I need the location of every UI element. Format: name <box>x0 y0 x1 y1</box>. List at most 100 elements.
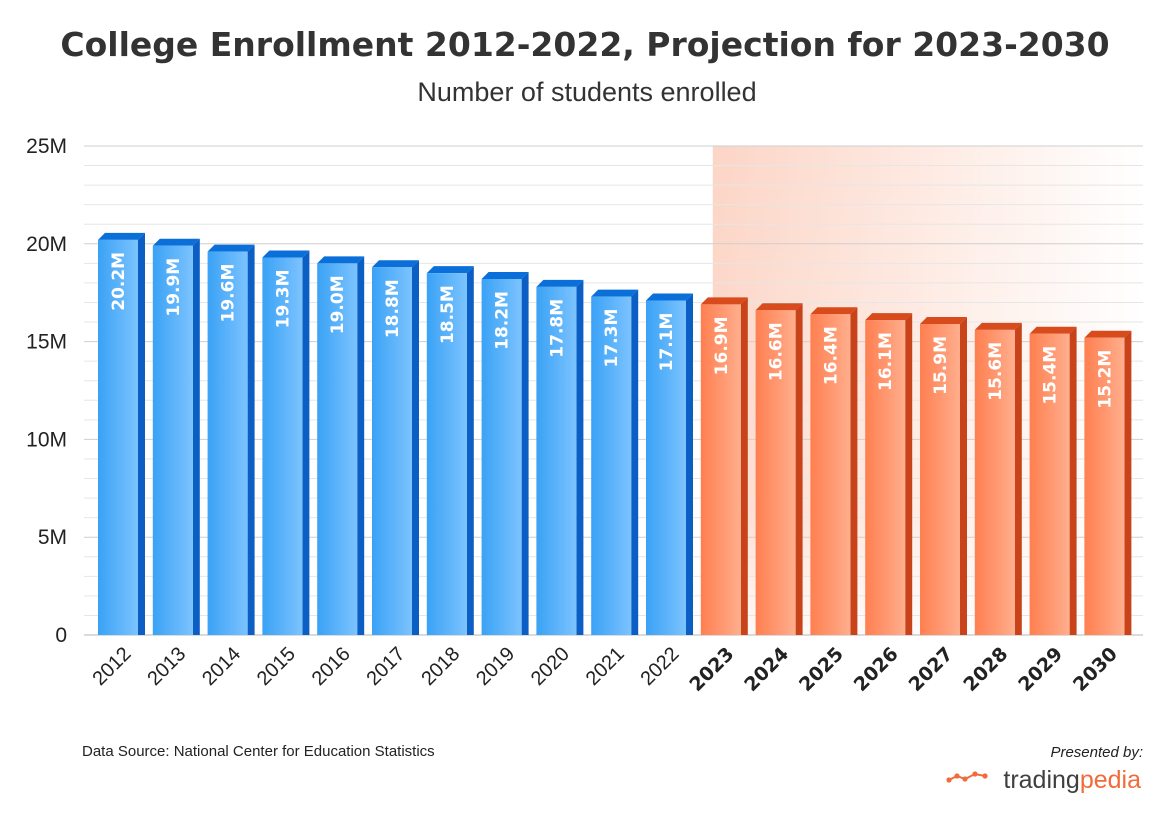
data-label: 16.4M <box>821 326 841 385</box>
bar-2023: 16.9M <box>700 297 748 635</box>
bar-top <box>426 266 474 274</box>
presented-by: Presented by: <box>1050 744 1143 761</box>
bar-front <box>207 251 248 635</box>
bar-2016: 19.0M <box>317 256 365 635</box>
bar-side <box>357 256 365 635</box>
x-tick-label: 2030 <box>1069 643 1122 696</box>
bar-side <box>247 244 255 635</box>
bar-side <box>412 260 419 635</box>
bar-top <box>262 250 310 258</box>
x-tick-label: 2017 <box>363 643 410 690</box>
chart-title: College Enrollment 2012-2022, Projection… <box>60 25 1109 64</box>
data-label: 19.3M <box>273 269 293 328</box>
brand-part1: trading <box>1003 766 1079 794</box>
data-label: 18.8M <box>383 279 403 338</box>
bar-top <box>98 232 145 240</box>
bar-top <box>865 313 913 321</box>
x-tick-label: 2024 <box>740 643 793 696</box>
bar-side <box>960 316 967 635</box>
data-source: Data Source: National Center for Educati… <box>82 743 435 760</box>
x-tick-label: 2019 <box>472 643 519 690</box>
bar-2014: 19.6M <box>207 244 255 635</box>
bar-front <box>1084 337 1125 635</box>
bar-2021: 17.3M <box>591 289 639 635</box>
bar-side <box>521 272 529 635</box>
bar-2019: 18.2M <box>481 272 529 635</box>
bar-side <box>795 303 803 635</box>
y-tick-label: 10M <box>26 428 67 451</box>
bar-front <box>646 300 686 635</box>
y-tick-label: 0 <box>55 624 67 647</box>
x-tick-label: 2016 <box>308 643 355 690</box>
bar-top <box>974 322 1022 330</box>
data-label: 17.8M <box>547 299 567 358</box>
data-label: 16.9M <box>712 316 732 375</box>
data-label: 17.1M <box>657 313 677 372</box>
bar-side <box>466 266 474 635</box>
x-tick-label: 2015 <box>253 643 300 690</box>
bars: 20.2M 19.9M 19.6M 19.3M 19.0M 18.8M 18.5M 18.2M… <box>98 232 1132 636</box>
bar-front <box>920 323 960 635</box>
bar-top <box>700 297 748 305</box>
bar-2030: 15.2M <box>1084 330 1132 635</box>
x-axis: 2012 2013 2014 2015 2016 2017 2018 2019 2020 2021… <box>89 643 1122 696</box>
bar-2022: 17.1M <box>646 293 693 635</box>
bar-side <box>905 313 913 635</box>
x-tick-label: 2022 <box>637 643 684 690</box>
bar-front <box>317 263 358 635</box>
x-tick-label: 2025 <box>795 643 848 696</box>
data-label: 16.1M <box>876 332 896 391</box>
bar-top <box>536 279 584 287</box>
data-label: 15.4M <box>1041 346 1061 405</box>
x-tick-label: 2021 <box>582 643 629 690</box>
y-tick-label: 25M <box>26 135 67 158</box>
bar-side <box>1014 322 1022 635</box>
bar-top <box>481 272 529 280</box>
data-label: 18.5M <box>438 285 458 344</box>
bar-front <box>262 257 303 635</box>
bar-side <box>740 297 748 635</box>
bar-side <box>1124 330 1132 635</box>
bar-side <box>686 293 693 635</box>
bar-top <box>591 289 639 297</box>
bar-front <box>865 320 906 635</box>
x-tick-label: 2028 <box>959 643 1012 696</box>
bar-top <box>646 293 693 301</box>
bar-side <box>576 279 584 635</box>
x-tick-label: 2023 <box>685 643 738 696</box>
bar-2024: 16.6M <box>755 303 803 635</box>
bar-front <box>755 310 796 635</box>
x-tick-label: 2018 <box>417 643 464 690</box>
data-label: 16.6M <box>767 322 787 381</box>
bar-2029: 15.4M <box>1029 326 1077 635</box>
y-tick-label: 15M <box>26 331 67 354</box>
data-label: 18.2M <box>493 291 513 350</box>
bar-side <box>1069 326 1077 635</box>
x-tick-label: 2012 <box>89 643 136 690</box>
bar-front <box>1029 333 1070 635</box>
x-tick-label: 2014 <box>198 643 245 690</box>
bar-side <box>850 307 858 635</box>
y-axis: 0 5M 10M 15M 20M 25M <box>26 135 67 647</box>
bar-side <box>302 250 310 635</box>
bar-top <box>372 260 419 268</box>
bar-2020: 17.8M <box>536 279 584 635</box>
bar-front <box>481 279 522 635</box>
trend-line-icon <box>946 771 988 783</box>
bar-top <box>1084 330 1132 338</box>
bar-top <box>920 316 967 324</box>
bar-2013: 19.9M <box>152 238 200 636</box>
data-label: 17.3M <box>602 309 622 368</box>
bar-front <box>152 245 193 636</box>
bar-2018: 18.5M <box>426 266 474 635</box>
data-label: 19.9M <box>164 258 184 317</box>
bar-top <box>1029 326 1077 334</box>
brand-part2: pedia <box>1080 766 1141 794</box>
chart-subtitle: Number of students enrolled <box>417 77 756 107</box>
x-tick-label: 2029 <box>1014 643 1067 696</box>
bar-2015: 19.3M <box>262 250 310 635</box>
bar-top <box>207 244 255 252</box>
x-tick-label: 2026 <box>850 643 903 696</box>
bar-front <box>426 273 467 635</box>
